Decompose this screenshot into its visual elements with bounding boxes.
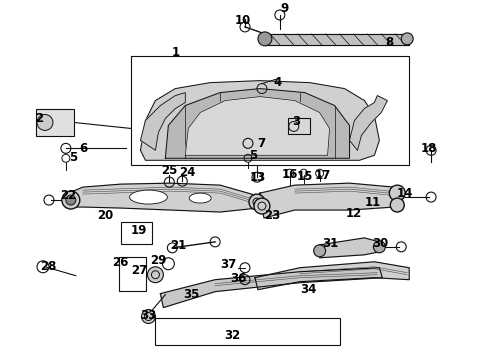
Polygon shape [166, 89, 349, 158]
Bar [121, 222, 152, 244]
Text: 21: 21 [170, 239, 187, 252]
Text: 9: 9 [281, 3, 289, 15]
Polygon shape [130, 56, 409, 165]
Text: 28: 28 [40, 260, 56, 273]
Polygon shape [255, 262, 409, 290]
Circle shape [373, 241, 385, 253]
Circle shape [391, 198, 404, 212]
Polygon shape [141, 93, 185, 150]
Text: 4: 4 [274, 76, 282, 89]
Ellipse shape [129, 190, 168, 204]
Text: 32: 32 [224, 329, 240, 342]
Text: 20: 20 [98, 208, 114, 221]
Text: 19: 19 [130, 224, 147, 238]
Bar [288, 118, 310, 134]
Circle shape [37, 114, 53, 130]
Circle shape [401, 33, 413, 45]
Text: 34: 34 [300, 283, 317, 296]
Text: 15: 15 [296, 170, 313, 183]
Text: 31: 31 [322, 237, 339, 250]
Text: 30: 30 [372, 237, 389, 250]
Circle shape [147, 267, 163, 283]
Circle shape [62, 191, 80, 209]
Ellipse shape [189, 193, 211, 203]
Bar [155, 318, 340, 345]
Polygon shape [349, 95, 387, 150]
Polygon shape [185, 96, 330, 155]
Text: 11: 11 [364, 195, 381, 208]
Text: 36: 36 [230, 272, 246, 285]
Text: 22: 22 [60, 189, 76, 202]
Polygon shape [141, 81, 379, 160]
Text: 23: 23 [264, 208, 280, 221]
Circle shape [66, 195, 76, 205]
Text: 33: 33 [140, 309, 157, 322]
Text: 12: 12 [345, 207, 362, 220]
Circle shape [249, 194, 265, 210]
Text: 37: 37 [220, 258, 236, 271]
Text: 5: 5 [249, 149, 257, 162]
Text: 29: 29 [150, 254, 167, 267]
Text: 14: 14 [397, 186, 414, 199]
Text: 6: 6 [80, 142, 88, 155]
Bar [36, 108, 74, 136]
Polygon shape [260, 183, 404, 218]
Text: 17: 17 [315, 169, 331, 182]
Text: 25: 25 [161, 164, 177, 177]
Text: 7: 7 [257, 137, 265, 150]
Circle shape [258, 32, 272, 46]
Circle shape [254, 198, 270, 214]
Polygon shape [265, 34, 409, 45]
Text: 16: 16 [282, 168, 298, 181]
Text: 27: 27 [131, 264, 147, 277]
Text: 2: 2 [35, 112, 43, 125]
Bar [119, 257, 147, 291]
Text: 18: 18 [421, 142, 437, 155]
Text: 35: 35 [183, 288, 199, 301]
Text: 10: 10 [235, 14, 251, 27]
Polygon shape [69, 183, 258, 212]
Text: 1: 1 [172, 46, 179, 59]
Circle shape [142, 310, 155, 324]
Text: 3: 3 [292, 115, 300, 128]
Polygon shape [160, 268, 382, 307]
Text: 5: 5 [69, 151, 77, 164]
Circle shape [314, 245, 326, 257]
Text: 26: 26 [112, 256, 129, 269]
Circle shape [389, 185, 405, 201]
Polygon shape [319, 238, 379, 258]
Text: 13: 13 [250, 171, 266, 184]
Text: 8: 8 [385, 36, 393, 49]
Text: 24: 24 [179, 166, 196, 179]
